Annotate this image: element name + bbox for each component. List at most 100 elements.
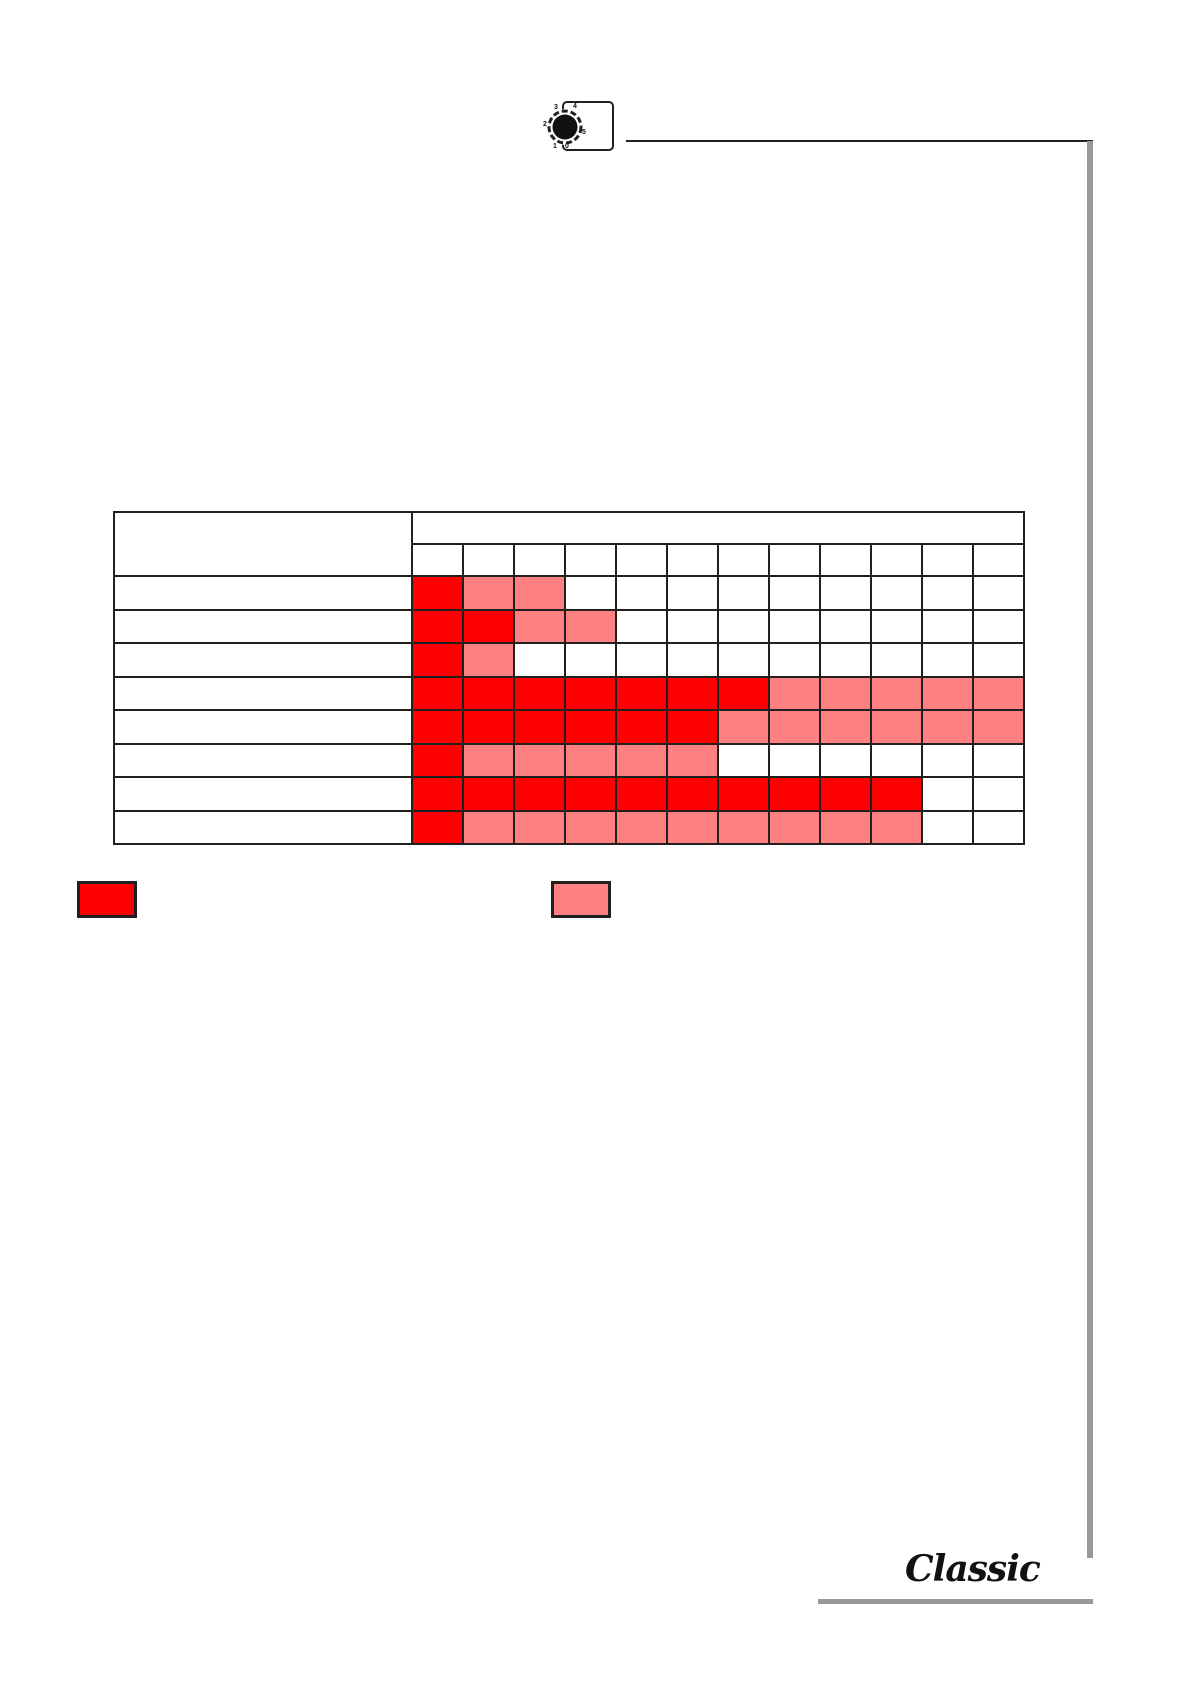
cell-full xyxy=(717,776,770,812)
cell-empty xyxy=(819,742,872,778)
cell-full xyxy=(411,608,464,644)
legend-swatch-full xyxy=(77,881,137,918)
cell-full xyxy=(411,675,464,711)
cell-empty xyxy=(921,642,974,678)
cell-full xyxy=(462,608,515,644)
cell-partial xyxy=(513,575,566,611)
cell-full xyxy=(513,675,566,711)
cell-empty xyxy=(564,642,617,678)
cell-empty xyxy=(921,742,974,778)
cell-full xyxy=(513,709,566,745)
brand-logo: Classic xyxy=(905,1548,1041,1590)
cell-full xyxy=(615,776,668,812)
cell-empty xyxy=(921,575,974,611)
header-group-cell xyxy=(411,511,1025,545)
knob-label: 0 xyxy=(565,143,569,150)
cell-partial xyxy=(564,608,617,644)
side-accent-bar xyxy=(1087,141,1093,1558)
cell-empty xyxy=(972,608,1025,644)
cell-full xyxy=(564,675,617,711)
cell-full xyxy=(666,776,719,812)
row-label-cell xyxy=(113,809,413,845)
cell-empty xyxy=(717,642,770,678)
cell-full xyxy=(411,709,464,745)
cell-empty xyxy=(972,809,1025,845)
header-column-cell xyxy=(717,543,770,577)
cell-empty xyxy=(819,642,872,678)
cell-partial xyxy=(819,709,872,745)
row-label-cell xyxy=(113,742,413,778)
legend-swatch-partial xyxy=(551,881,611,918)
cell-empty xyxy=(615,575,668,611)
cell-full xyxy=(615,709,668,745)
cell-full xyxy=(666,709,719,745)
cell-empty xyxy=(972,575,1025,611)
cell-partial xyxy=(717,809,770,845)
cell-partial xyxy=(972,709,1025,745)
row-label-cell xyxy=(113,709,413,745)
row-label-cell xyxy=(113,608,413,644)
cell-empty xyxy=(921,809,974,845)
cell-partial xyxy=(768,709,821,745)
cell-partial xyxy=(870,809,923,845)
header-label-cell xyxy=(113,511,413,577)
cell-empty xyxy=(615,608,668,644)
cell-empty xyxy=(666,608,719,644)
cell-empty xyxy=(768,608,821,644)
table-header-row xyxy=(113,511,1025,577)
header-column-cell xyxy=(972,543,1025,577)
knob-label: 3 xyxy=(554,104,558,111)
cell-full xyxy=(411,809,464,845)
table-subheader-row xyxy=(114,543,1025,577)
cell-empty xyxy=(717,742,770,778)
cell-partial xyxy=(819,675,872,711)
knob-label: 5 xyxy=(582,129,586,136)
table-row xyxy=(113,742,1025,778)
cell-empty xyxy=(666,642,719,678)
cell-full xyxy=(411,742,464,778)
cell-partial xyxy=(615,809,668,845)
cell-empty xyxy=(564,575,617,611)
header-column-cell xyxy=(870,543,923,577)
header-column-cell xyxy=(513,543,566,577)
header-column-cell xyxy=(411,543,464,577)
knob-label: 2 xyxy=(543,121,547,128)
table-row xyxy=(113,675,1025,711)
cell-partial xyxy=(768,809,821,845)
header-column-cell xyxy=(921,543,974,577)
cell-full xyxy=(513,776,566,812)
dial-knob-icon: 3 4 2 5 1 0 xyxy=(543,101,614,151)
program-table xyxy=(113,511,1025,845)
cell-partial xyxy=(717,709,770,745)
cell-partial xyxy=(666,742,719,778)
cell-empty xyxy=(921,608,974,644)
cell-empty xyxy=(513,642,566,678)
cell-partial xyxy=(972,675,1025,711)
cell-partial xyxy=(462,642,515,678)
cell-partial xyxy=(666,809,719,845)
knob-label: 4 xyxy=(573,103,577,110)
cell-full xyxy=(411,776,464,812)
cell-full xyxy=(462,709,515,745)
cell-empty xyxy=(666,575,719,611)
cell-full xyxy=(819,776,872,812)
row-label-cell xyxy=(113,642,413,678)
cell-partial xyxy=(870,675,923,711)
cell-partial xyxy=(564,809,617,845)
cell-full xyxy=(564,776,617,812)
cell-partial xyxy=(564,742,617,778)
cell-partial xyxy=(462,575,515,611)
cell-empty xyxy=(972,642,1025,678)
knob-label: 1 xyxy=(553,143,557,150)
cell-partial xyxy=(921,675,974,711)
cell-partial xyxy=(870,709,923,745)
table-row xyxy=(113,776,1025,812)
header-column-cell xyxy=(666,543,719,577)
footer-accent-bar xyxy=(818,1599,1093,1604)
table-row xyxy=(113,575,1025,611)
cell-empty xyxy=(717,608,770,644)
row-label-cell xyxy=(113,675,413,711)
cell-full xyxy=(768,776,821,812)
cell-partial xyxy=(462,809,515,845)
cell-empty xyxy=(870,575,923,611)
